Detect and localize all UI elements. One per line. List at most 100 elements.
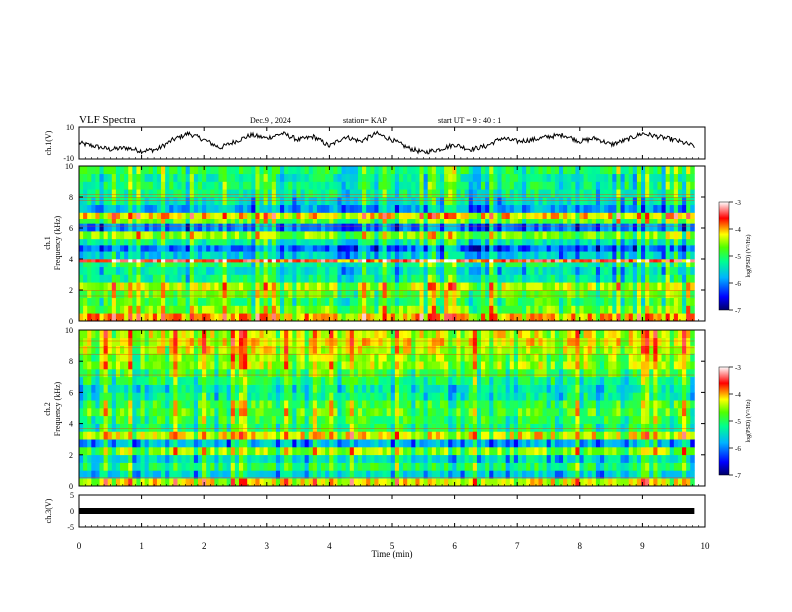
spectrogram-cell — [251, 212, 256, 219]
spectrogram-cell — [587, 212, 593, 219]
spectrogram-cell — [148, 305, 154, 314]
spectrogram-cell — [230, 478, 236, 487]
spectrogram-cell — [169, 400, 174, 409]
spectrogram-cell — [107, 231, 113, 240]
spectrogram-cell — [386, 297, 392, 306]
spectrogram-cell — [595, 408, 601, 417]
spectrogram-cell — [243, 251, 248, 260]
spectrogram-cell — [156, 204, 162, 213]
spectrogram-cell — [366, 181, 371, 190]
spectrogram-cell — [132, 212, 137, 219]
spectrogram-cell — [600, 204, 605, 213]
spectrogram-cell — [128, 251, 133, 260]
spectrogram-cell — [226, 282, 232, 291]
spectrogram-cell — [440, 290, 445, 299]
spectrogram-cell — [300, 181, 306, 190]
spectrogram-cell — [234, 431, 240, 440]
spectrogram-cell — [497, 223, 502, 232]
spectrogram-cell — [407, 447, 412, 456]
spectrogram-cell — [657, 223, 662, 232]
spectrogram-cell — [489, 415, 494, 424]
spectrogram-cell — [325, 223, 330, 232]
spectrogram-cell — [546, 231, 552, 240]
colorbar-tick-label: -3 — [735, 199, 741, 207]
spectrogram-cell — [345, 245, 351, 252]
spectrogram-cell — [616, 173, 621, 182]
spectrogram-cell — [600, 415, 605, 424]
spectrogram-cell — [148, 454, 154, 463]
spectrogram-cell — [218, 218, 223, 224]
spectrogram-cell — [673, 251, 679, 260]
spectrogram-cell — [263, 166, 269, 175]
spectrogram-cell — [115, 431, 121, 440]
spectrogram-cell — [530, 400, 535, 409]
spectrogram-cell — [206, 212, 211, 219]
spectrogram-cell — [587, 462, 593, 471]
spectrogram-cell — [423, 266, 429, 275]
spectrogram-cell — [312, 431, 318, 440]
spectrogram-cell — [665, 166, 671, 175]
spectrogram-cell — [99, 400, 105, 409]
spectrogram-cell — [132, 238, 137, 246]
spectrogram-cell — [653, 447, 658, 456]
spectrogram-cell — [132, 245, 137, 252]
spectrogram-cell — [452, 462, 457, 471]
spectrogram-cell — [538, 408, 543, 417]
spectrogram-cell — [501, 313, 507, 322]
spectrogram-cell — [366, 282, 371, 291]
spectrogram-cell — [431, 218, 437, 224]
spectrogram-cell — [657, 274, 662, 283]
spectrogram-cell — [509, 166, 515, 175]
spectrogram-cell — [612, 274, 617, 283]
spectrogram-cell — [595, 166, 601, 175]
spectrogram-cell — [427, 282, 433, 291]
spectrogram-cell — [120, 290, 125, 299]
spectrogram-cell — [349, 251, 355, 260]
spectrogram-cell — [99, 181, 105, 190]
spectrogram-cell — [690, 166, 695, 175]
spectrogram-cell — [210, 305, 215, 314]
spectrogram-cell — [312, 274, 318, 283]
spectrogram-cell — [267, 212, 273, 219]
spectrogram-cell — [341, 423, 347, 432]
spectrogram-cell — [472, 462, 478, 471]
spectrogram-cell — [189, 231, 195, 240]
spectrogram-cell — [641, 223, 646, 232]
spectrogram-cell — [304, 223, 310, 232]
spectrogram-cell — [255, 313, 260, 322]
spectrogram-cell — [505, 223, 511, 232]
spectrogram-cell — [259, 259, 265, 263]
spectrogram-cell — [271, 415, 277, 424]
spectrogram-cell — [353, 297, 359, 306]
spectrogram-cell — [136, 462, 141, 471]
spectrogram-cell — [571, 470, 576, 479]
spectrogram-cell — [366, 212, 371, 219]
spectrogram-cell — [604, 423, 609, 432]
spectrogram-cell — [83, 282, 88, 291]
spectrogram-cell — [600, 223, 605, 232]
spectrogram-cell — [612, 204, 617, 213]
spectrogram-cell — [243, 245, 248, 252]
spectrogram-cell — [645, 415, 650, 424]
spectrogram-cell — [362, 447, 367, 456]
spectrogram-cell — [452, 282, 457, 291]
spectrogram-cell — [218, 415, 223, 424]
spectrogram-cell — [493, 313, 498, 322]
spectrogram-cell — [95, 313, 100, 322]
spectrogram-cell — [156, 305, 162, 314]
spectrogram-cell — [95, 415, 100, 424]
spectrogram-cell — [669, 223, 675, 232]
spectrogram-cell — [673, 462, 679, 471]
spectrogram-cell — [386, 313, 392, 322]
spectrogram-cell — [189, 274, 195, 283]
spectrogram-cell — [288, 181, 293, 190]
spectrogram-cell — [542, 470, 548, 479]
spectrogram-cell — [435, 431, 441, 440]
spectrogram-cell — [579, 454, 584, 463]
spectrogram-cell — [181, 262, 187, 268]
spectrogram-cell — [202, 423, 207, 432]
spectrogram-cell — [476, 313, 482, 322]
spectrogram-cell — [403, 470, 408, 479]
spectrogram-cell — [386, 218, 392, 224]
spectrogram-cell — [456, 478, 461, 487]
